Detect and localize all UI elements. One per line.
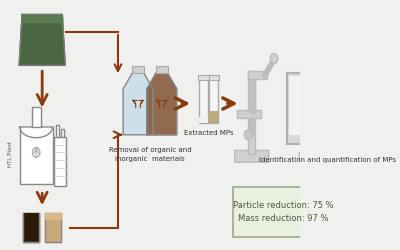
Polygon shape <box>20 127 52 184</box>
Text: Removal of organic and
inorganic  materials: Removal of organic and inorganic materia… <box>109 148 191 162</box>
Bar <box>289 76 322 135</box>
FancyBboxPatch shape <box>287 73 346 144</box>
Bar <box>248 71 267 79</box>
Bar <box>54 137 66 186</box>
Bar <box>322 76 343 135</box>
Polygon shape <box>20 127 52 138</box>
Bar <box>209 79 218 123</box>
Bar <box>209 111 218 123</box>
FancyBboxPatch shape <box>299 152 334 160</box>
Text: Extracted MPs: Extracted MPs <box>184 130 233 136</box>
Bar <box>322 96 343 113</box>
FancyBboxPatch shape <box>233 186 334 238</box>
Text: HTL Plant: HTL Plant <box>8 141 13 167</box>
Bar <box>132 66 144 73</box>
Text: Particle reduction: 75 %: Particle reduction: 75 % <box>233 201 334 210</box>
Bar <box>61 129 64 137</box>
Polygon shape <box>45 213 62 242</box>
Bar <box>322 115 343 133</box>
Bar <box>313 144 320 155</box>
Text: Mass reduction: 97 %: Mass reduction: 97 % <box>238 214 328 223</box>
Bar <box>248 71 256 154</box>
Polygon shape <box>23 213 39 242</box>
Bar <box>249 118 253 136</box>
Bar <box>237 110 261 118</box>
Bar <box>199 79 208 123</box>
Polygon shape <box>45 213 62 219</box>
Bar <box>198 75 209 80</box>
Bar <box>322 76 343 94</box>
Polygon shape <box>147 72 177 135</box>
FancyBboxPatch shape <box>235 150 269 162</box>
Bar <box>156 66 168 73</box>
Bar <box>289 76 344 135</box>
Circle shape <box>270 54 278 64</box>
Circle shape <box>244 130 252 140</box>
Bar <box>199 117 208 123</box>
Bar <box>56 125 59 137</box>
Text: Identification and quantification of MPs: Identification and quantification of MPs <box>259 157 396 163</box>
Polygon shape <box>19 14 65 65</box>
Bar <box>32 108 41 127</box>
Polygon shape <box>22 14 62 22</box>
Bar <box>209 75 219 80</box>
Bar <box>250 79 256 113</box>
Polygon shape <box>123 72 153 135</box>
